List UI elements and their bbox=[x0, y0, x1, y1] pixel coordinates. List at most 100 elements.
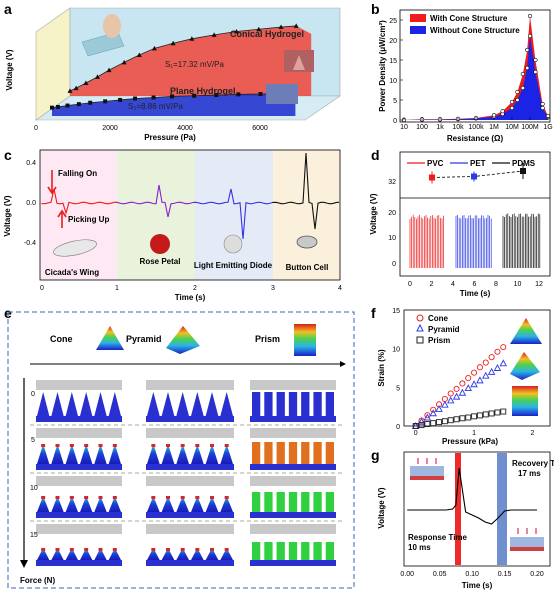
panel-e-pyramid-element bbox=[161, 444, 175, 464]
rose-petal-icon bbox=[150, 234, 170, 254]
conical-point bbox=[189, 36, 195, 41]
pyramid-point bbox=[464, 384, 472, 392]
panel-e-prism-element bbox=[252, 492, 261, 512]
trace-3 bbox=[272, 152, 340, 230]
pyramid-point bbox=[423, 413, 432, 421]
panel-e-plate bbox=[36, 428, 122, 438]
with-cone-point bbox=[520, 71, 525, 77]
panel-g-voltage-trace bbox=[407, 467, 538, 525]
panel-g-response-label: Response Time bbox=[408, 533, 468, 542]
panel-e-stress-tip bbox=[84, 548, 89, 551]
panel-c-bg-3 bbox=[273, 150, 340, 280]
panel-e-prism-element bbox=[264, 392, 273, 416]
panel-e-base bbox=[36, 512, 122, 518]
panel-f-legend-prism: Prism bbox=[428, 336, 450, 345]
panel-c-picking-arrow bbox=[57, 209, 67, 228]
panel-e-stress-tip bbox=[166, 496, 170, 499]
cone-point bbox=[494, 348, 501, 355]
plane-point bbox=[118, 97, 123, 102]
pyramid-point bbox=[470, 380, 478, 388]
panel-e-cone-element bbox=[94, 548, 107, 560]
panel-e-pyramid-element bbox=[220, 392, 233, 416]
panel-g-xlabel: Time (s) bbox=[462, 581, 493, 590]
panel-e-pyramid-element bbox=[191, 548, 204, 560]
panel-d-legend-pdms: PDMS bbox=[512, 159, 536, 168]
prism-icon bbox=[294, 324, 316, 356]
conical-point bbox=[106, 67, 112, 73]
panel-e-dashed-frame bbox=[7, 311, 355, 589]
panel-b-legend-swatch-with bbox=[410, 14, 426, 22]
panel-a-xtick-0: 0 bbox=[34, 125, 38, 132]
pyramid-point bbox=[435, 405, 443, 412]
panel-f: f Strain (%) Pressure (kPa) 0 5 10 15 0 1 2 Co… bbox=[371, 305, 551, 446]
panel-e-stress-tip bbox=[41, 548, 46, 551]
panel-e-base bbox=[250, 560, 336, 566]
plane-point bbox=[214, 93, 219, 98]
pyramid-point bbox=[458, 388, 467, 396]
panel-g-trace bbox=[407, 467, 538, 525]
conical-point bbox=[170, 40, 176, 46]
panel-a-conical-label: Conical Hydrogel bbox=[230, 29, 304, 39]
panel-e-base bbox=[250, 464, 336, 470]
panel-f-ytick-label: 10 bbox=[392, 347, 400, 354]
panel-e-prism-element bbox=[325, 492, 334, 512]
panel-e-force-15: 15 bbox=[30, 532, 38, 539]
panel-e-force-label: Force (N) bbox=[20, 576, 55, 585]
cone-point bbox=[453, 385, 460, 392]
panel-e-cone-element bbox=[65, 496, 78, 512]
prism-point bbox=[424, 421, 431, 428]
panel-e-prism-element bbox=[301, 442, 310, 464]
panel-e-cone-element bbox=[51, 496, 64, 512]
panel-c-xtick-3: 3 bbox=[271, 285, 275, 292]
prism-point bbox=[488, 410, 495, 417]
panel-label-c: c bbox=[4, 147, 12, 163]
panel-e-force-10: 10 bbox=[30, 485, 38, 492]
cone-icon bbox=[96, 326, 124, 350]
conical-point bbox=[136, 52, 142, 58]
without-cone-point bbox=[515, 97, 520, 103]
led-icon bbox=[223, 234, 243, 254]
pyramid-point bbox=[446, 396, 455, 404]
cone-point bbox=[459, 380, 466, 387]
with-cone-point bbox=[533, 57, 538, 63]
panel-label-b: b bbox=[371, 1, 380, 17]
panel-d-oscillation-0 bbox=[409, 214, 444, 268]
pyramid-point bbox=[417, 417, 426, 425]
panel-e-cone-element bbox=[65, 392, 78, 416]
panel-f-legend-cone: Cone bbox=[428, 314, 449, 323]
panel-d-top bbox=[429, 163, 526, 184]
panel-e-plate bbox=[146, 476, 234, 486]
plane-point bbox=[50, 105, 54, 110]
panel-e-cone-element bbox=[80, 444, 93, 464]
panel-e-plate bbox=[250, 380, 336, 390]
prism-point bbox=[441, 418, 448, 425]
prism-point bbox=[453, 416, 460, 423]
panel-e-prism-element bbox=[301, 542, 310, 560]
prism-point bbox=[476, 412, 483, 419]
panel-e-pyramid-element bbox=[220, 444, 233, 464]
pyramid-point bbox=[499, 359, 508, 367]
panel-d-xtick-label: 12 bbox=[535, 281, 543, 288]
panel-e-plate bbox=[36, 380, 122, 390]
panel-e-prism-element bbox=[276, 492, 285, 512]
panel-e-prism-element bbox=[276, 542, 285, 560]
panel-e-stress-tip bbox=[55, 496, 60, 499]
panel-e-prism-element bbox=[325, 442, 334, 464]
panel-e-shape-prism: Prism bbox=[255, 334, 280, 344]
panel-e-prism-element bbox=[264, 442, 273, 464]
panel-e-plate bbox=[250, 524, 336, 534]
panel-label-d: d bbox=[371, 147, 380, 163]
panel-e-stress-tip bbox=[180, 548, 185, 551]
panel-e-prism-element bbox=[252, 442, 261, 464]
panel-a-xtick-2: 4000 bbox=[177, 125, 193, 132]
panel-a-slope1: S₁=17.32 mV/Pa bbox=[165, 60, 225, 69]
panel-e-pyramid-element bbox=[191, 392, 204, 416]
trace-0 bbox=[41, 188, 117, 215]
panel-e-top-arrowhead bbox=[340, 361, 346, 367]
panel-f-ytick-label: 5 bbox=[396, 385, 400, 392]
panel-c-bg-0 bbox=[40, 150, 117, 280]
panel-e-pyramid-element bbox=[176, 444, 189, 464]
panel-c-xlabel: Time (s) bbox=[175, 293, 206, 302]
conical-point bbox=[278, 24, 284, 30]
panel-f-pyramid-icon bbox=[510, 352, 540, 380]
